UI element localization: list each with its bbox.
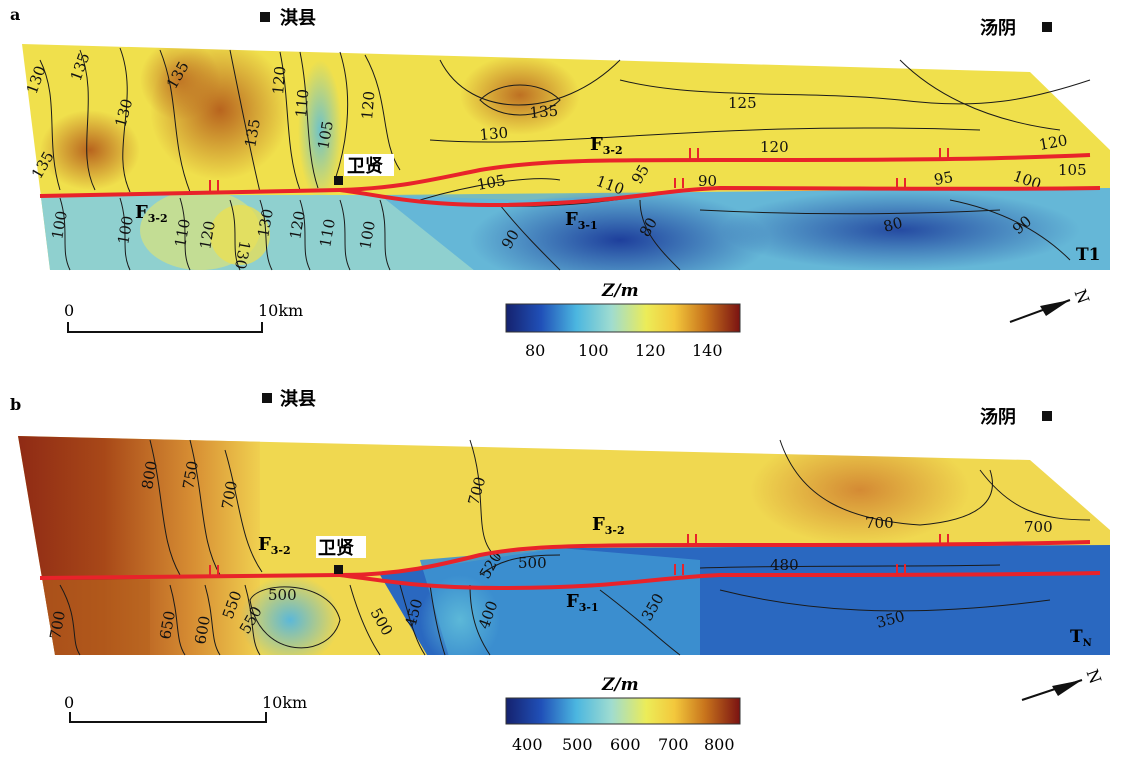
colorbar-tick: 700 bbox=[658, 735, 689, 754]
panel-label: a bbox=[10, 5, 20, 24]
scale-start: 0 bbox=[64, 301, 74, 320]
scale-start: 0 bbox=[64, 693, 74, 712]
contour-label: 700 bbox=[218, 479, 241, 510]
contour-label: 120 bbox=[196, 219, 219, 250]
colorbar-tick: 80 bbox=[525, 341, 545, 360]
town-label-tangyin: 汤阴 bbox=[980, 18, 1016, 39]
town-label-tangyin: 汤阴 bbox=[980, 407, 1016, 428]
contour-label: 100 bbox=[114, 214, 137, 245]
contour-label: 120 bbox=[1038, 131, 1069, 154]
scale-end: 10km bbox=[262, 693, 307, 712]
colorbar-title: Z/m bbox=[601, 281, 639, 301]
fault-ticks bbox=[209, 534, 949, 577]
north-arrow-icon: N bbox=[1021, 667, 1105, 701]
contour-label: 120 bbox=[760, 138, 789, 156]
contour-label: 120 bbox=[358, 90, 378, 120]
panel-a: a bbox=[10, 5, 1110, 360]
town-marker bbox=[260, 12, 270, 22]
contour-label: 500 bbox=[518, 554, 547, 572]
fault-ticks bbox=[209, 148, 949, 192]
contour-lines bbox=[59, 439, 1091, 656]
contour-label: 120 bbox=[286, 209, 309, 240]
contour-label: 700 bbox=[865, 514, 894, 532]
contour-label: 120 bbox=[269, 65, 289, 95]
colorbar-tick: 140 bbox=[692, 341, 723, 360]
town-marker bbox=[1042, 411, 1052, 421]
contour-label: 90 bbox=[698, 172, 717, 190]
contour-label: 95 bbox=[933, 168, 955, 189]
fault-label-upper: F3-2 bbox=[590, 134, 623, 157]
contour-label: 105 bbox=[314, 119, 337, 150]
town-label-bg bbox=[316, 536, 366, 558]
fault-label-lower: F3-1 bbox=[566, 591, 599, 614]
horizon-label: T1 bbox=[1076, 245, 1100, 265]
town-marker bbox=[334, 565, 343, 574]
contour-label: 110 bbox=[171, 217, 194, 248]
town-label-bg bbox=[344, 154, 394, 176]
contour-label: 110 bbox=[292, 88, 312, 118]
horizon-label: TN bbox=[1070, 627, 1092, 649]
contour-label: 600 bbox=[191, 614, 214, 645]
contour-label: 130 bbox=[479, 124, 509, 144]
contour-label: 130 bbox=[231, 239, 254, 270]
town-label-weixian: 卫贤 bbox=[347, 156, 383, 177]
colorbar: Z/m 400 500 600 700 800 bbox=[505, 675, 741, 754]
scale-bar: 0 10km bbox=[64, 301, 303, 333]
town-label-weixian: 卫贤 bbox=[318, 538, 354, 559]
north-arrow-icon: N bbox=[1009, 287, 1093, 323]
town-label-qixian: 淇县 bbox=[280, 389, 316, 410]
town-marker bbox=[262, 393, 272, 403]
contour-label: 100 bbox=[48, 209, 71, 240]
colorbar-tick: 600 bbox=[610, 735, 641, 754]
scale-end: 10km bbox=[258, 301, 303, 320]
fault-lines bbox=[39, 153, 1101, 208]
contour-label: 800 bbox=[138, 459, 161, 490]
colorbar-title: Z/m bbox=[601, 675, 639, 695]
contour-label: 105 bbox=[476, 171, 507, 194]
contour-label: 130 bbox=[254, 207, 277, 238]
contour-label: 700 bbox=[1024, 518, 1053, 536]
contour-labels: 130 135 130 135 135 120 110 105 120 130 … bbox=[23, 50, 1087, 270]
fault-label-west: F3-2 bbox=[258, 534, 291, 557]
contour-label: 750 bbox=[179, 459, 202, 490]
north-label: N bbox=[1082, 667, 1105, 687]
contour-label: 135 bbox=[241, 117, 264, 148]
fault-lines bbox=[39, 540, 1101, 591]
fault-label-lower: F3-1 bbox=[565, 209, 598, 232]
contour-label: 650 bbox=[156, 609, 179, 640]
contour-label: 480 bbox=[770, 556, 799, 574]
colorbar: Z/m 80 100 120 140 bbox=[505, 281, 741, 360]
contour-label: 135 bbox=[529, 102, 559, 122]
contour-label: 700 bbox=[46, 609, 69, 640]
town-label-qixian: 淇县 bbox=[280, 8, 316, 29]
colorbar-tick: 100 bbox=[578, 341, 609, 360]
panel-label: b bbox=[10, 395, 21, 414]
colorbar-tick: 800 bbox=[704, 735, 735, 754]
scale-bar: 0 10km bbox=[64, 693, 307, 723]
fault-label-upper: F3-2 bbox=[592, 514, 625, 537]
town-marker bbox=[334, 176, 343, 185]
north-label: N bbox=[1070, 287, 1093, 307]
colorbar-tick: 500 bbox=[562, 735, 593, 754]
contour-label: 110 bbox=[316, 217, 339, 248]
colorbar-tick: 120 bbox=[635, 341, 666, 360]
contour-label: 100 bbox=[356, 219, 379, 250]
colorbar-tick: 400 bbox=[512, 735, 543, 754]
contour-label: 500 bbox=[268, 586, 297, 604]
fault-label-west: F3-2 bbox=[135, 202, 168, 225]
contour-label: 105 bbox=[1058, 161, 1087, 179]
contour-label: 80 bbox=[881, 214, 904, 236]
town-marker bbox=[1042, 22, 1052, 32]
contour-label: 125 bbox=[728, 94, 757, 112]
